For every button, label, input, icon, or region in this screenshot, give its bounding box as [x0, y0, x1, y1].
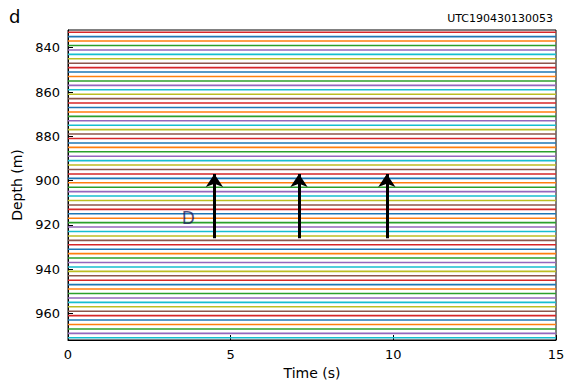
- svg-text:920: 920: [35, 217, 60, 232]
- svg-text:UTC190430130053: UTC190430130053: [447, 12, 553, 25]
- svg-text:15: 15: [548, 347, 565, 362]
- svg-text:D: D: [182, 208, 195, 228]
- svg-text:880: 880: [35, 129, 60, 144]
- svg-text:960: 960: [35, 306, 60, 321]
- svg-text:860: 860: [35, 85, 60, 100]
- svg-text:d: d: [9, 6, 20, 27]
- svg-text:Depth (m): Depth (m): [9, 149, 25, 221]
- svg-text:5: 5: [227, 347, 235, 362]
- svg-text:Time (s): Time (s): [283, 365, 341, 381]
- svg-text:840: 840: [35, 40, 60, 55]
- svg-text:0: 0: [64, 347, 72, 362]
- svg-text:900: 900: [35, 173, 60, 188]
- svg-text:940: 940: [35, 262, 60, 277]
- svg-text:10: 10: [385, 347, 402, 362]
